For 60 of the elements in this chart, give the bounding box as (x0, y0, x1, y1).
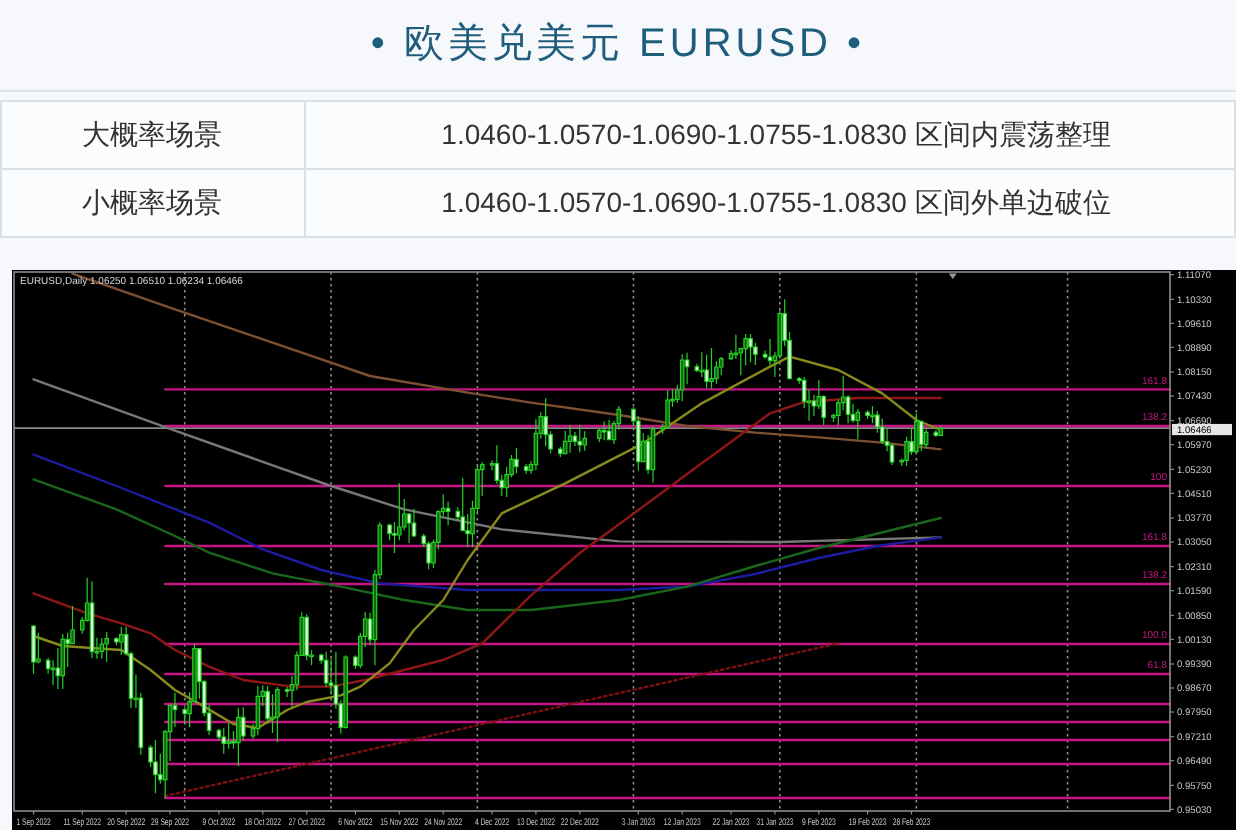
candlestick (645, 434, 651, 475)
candlestick (265, 685, 270, 725)
candlestick (567, 424, 573, 454)
candlestick (748, 333, 753, 363)
chart-title: • 欧美兑美元 EURUSD • (370, 20, 866, 66)
candlestick (270, 693, 275, 734)
line-series (32, 453, 942, 592)
candlestick (104, 631, 109, 663)
line-series (32, 355, 942, 730)
candlestick (119, 626, 124, 656)
candlestick (914, 412, 919, 455)
candlestick (879, 418, 885, 445)
candlestick (31, 624, 36, 675)
candlestick (89, 580, 95, 659)
candlestick (411, 508, 417, 538)
candlestick (855, 408, 861, 440)
candlestick (597, 428, 602, 443)
candlestick (153, 739, 158, 794)
candlestick (704, 354, 709, 389)
text: 小概率场景 (82, 186, 222, 218)
candlestick (606, 419, 612, 441)
text: 1.0460-1.0570-1.0690-1.0755-1.0830 区间外单边破位 (441, 186, 1111, 218)
candlestick (523, 463, 529, 475)
candlestick (275, 686, 280, 743)
candlestick (304, 613, 309, 661)
candlestick (562, 430, 568, 455)
candlestick (938, 426, 944, 437)
candlestick (665, 389, 670, 430)
candlestick (221, 727, 227, 755)
candlestick (533, 418, 539, 471)
candlestick (918, 420, 924, 452)
line-series (32, 396, 942, 688)
candlestick (445, 501, 451, 526)
candlestick (904, 436, 909, 467)
candlestick (343, 654, 348, 730)
candlestick (60, 633, 66, 690)
candlestick (426, 540, 431, 570)
candlestick (933, 429, 939, 438)
candlestick (323, 651, 329, 688)
candlestick (709, 347, 714, 390)
candlestick (679, 353, 685, 402)
candlestick (865, 409, 870, 420)
candlestick (650, 425, 656, 484)
candlestick (577, 424, 583, 453)
candlestick (601, 420, 607, 441)
candlestick (753, 342, 758, 366)
candlestick (99, 637, 105, 660)
candlestick (226, 722, 231, 750)
candlestick (636, 415, 641, 472)
candlestick (255, 685, 261, 736)
text: 1.0460-1.0570-1.0690-1.0755-1.0830 区间内震荡整理 (441, 118, 1111, 150)
candlestick (514, 447, 519, 474)
candlestick (923, 428, 929, 449)
candlestick (582, 430, 587, 452)
candlestick (572, 431, 578, 447)
text: 大概率场景 (82, 118, 222, 150)
candlestick (236, 707, 241, 767)
line-series (32, 378, 942, 544)
candlestick (543, 397, 548, 447)
candlestick (718, 356, 724, 376)
